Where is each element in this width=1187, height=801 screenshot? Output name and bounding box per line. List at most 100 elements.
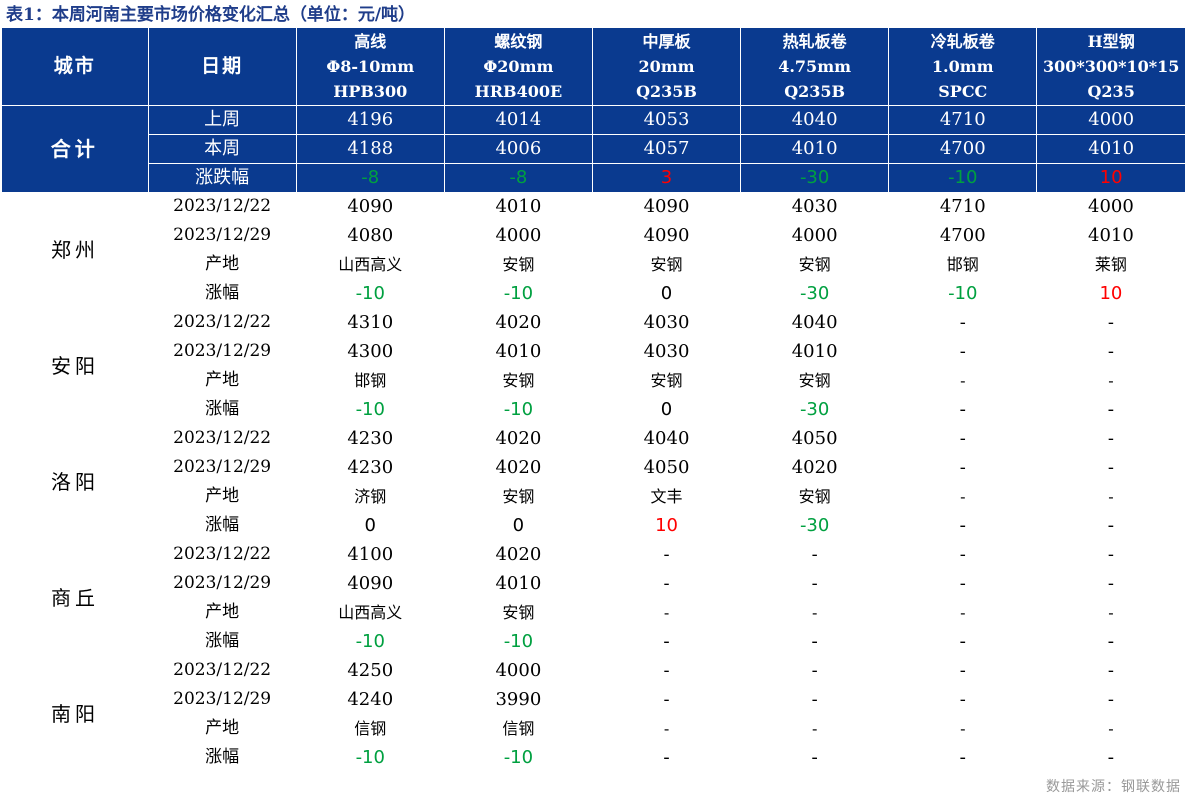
origin-cell: - bbox=[888, 714, 1037, 743]
change-cell: -30 bbox=[740, 395, 889, 424]
summary-price-cell: 4006 bbox=[443, 134, 593, 164]
change-cell: -30 bbox=[740, 279, 889, 308]
price-cell: 4300 bbox=[296, 337, 445, 366]
price-cell: - bbox=[888, 685, 1037, 714]
price-cell: - bbox=[1036, 308, 1185, 337]
data-source-note: 数据来源：钢联数据 bbox=[1046, 779, 1181, 795]
city-row: 商丘 2023/12/22 4100 4020- - - - bbox=[2, 540, 1185, 656]
price-cell: 4000 bbox=[740, 221, 889, 250]
city-row: 南阳 2023/12/22 4250 4000- - - - bbox=[2, 656, 1185, 772]
price-cell: - bbox=[592, 656, 741, 685]
origin-cell: 安钢 bbox=[444, 598, 593, 627]
row-label: 产地 bbox=[148, 598, 297, 627]
origin-cell: 安钢 bbox=[444, 250, 593, 279]
change-cell: - bbox=[888, 395, 1037, 424]
change-cell: -10 bbox=[296, 395, 445, 424]
summary-change-cell: -8 bbox=[443, 163, 593, 192]
change-cell: -10 bbox=[444, 395, 593, 424]
change-cell: - bbox=[888, 627, 1037, 656]
summary-change-cell: -8 bbox=[295, 163, 445, 192]
change-cell: 0 bbox=[592, 395, 741, 424]
city-row: 安阳 2023/12/22 4310 4020 4030 4040- - bbox=[2, 308, 1185, 424]
city-row: 2023/12/29 4090 4010- - - - bbox=[2, 569, 1185, 598]
change-cell: -10 bbox=[296, 279, 445, 308]
row-label: 产地 bbox=[148, 482, 297, 511]
header-product-hot-rolled: 热轧板卷 4.75mm Q235B bbox=[740, 28, 889, 106]
price-cell: 4080 bbox=[296, 221, 445, 250]
price-cell: - bbox=[1036, 337, 1185, 366]
product-spec: 1.0mm bbox=[931, 57, 994, 76]
city-row: 洛阳 2023/12/22 4230 4020 4040 4050- - bbox=[2, 424, 1185, 540]
product-grade: HPB300 bbox=[333, 82, 408, 101]
price-cell: 4030 bbox=[592, 308, 741, 337]
city-name: 郑州 bbox=[2, 192, 149, 308]
price-cell: - bbox=[592, 685, 741, 714]
summary-price-cell: 4188 bbox=[295, 134, 445, 164]
price-cell: 4010 bbox=[444, 569, 593, 598]
origin-cell: 安钢 bbox=[740, 366, 889, 395]
price-cell: - bbox=[888, 337, 1037, 366]
header-product-cold-rolled: 冷轧板卷 1.0mm SPCC bbox=[888, 28, 1037, 106]
price-cell: 4010 bbox=[444, 192, 593, 221]
city-row: 产地 山西高义 安钢 安钢 安钢 邯钢 莱钢 bbox=[2, 250, 1185, 279]
header-product-plate: 中厚板 20mm Q235B bbox=[591, 28, 741, 106]
summary-price-cell: 4010 bbox=[1036, 134, 1185, 164]
product-name: H型钢 bbox=[1087, 32, 1135, 51]
summary-price-cell: 4057 bbox=[591, 134, 741, 164]
city-row: 郑州 2023/12/22 4090 4010 4090 4030 4710 4000 bbox=[2, 192, 1185, 308]
change-cell: - bbox=[888, 743, 1037, 772]
product-name: 螺纹钢 bbox=[494, 32, 543, 51]
price-cell: 4010 bbox=[444, 337, 593, 366]
price-cell: - bbox=[1036, 569, 1185, 598]
price-cell: 4010 bbox=[1036, 221, 1185, 250]
city-row: 涨幅 0 0 10 -30- - bbox=[2, 511, 1185, 540]
origin-cell: - bbox=[888, 366, 1037, 395]
city-row: 涨幅 -10 -10 0 -30- - bbox=[2, 395, 1185, 424]
city-row: 2023/12/29 4080 4000 4090 4000 4700 4010 bbox=[2, 221, 1185, 250]
origin-cell: 山西高义 bbox=[296, 598, 445, 627]
price-cell: - bbox=[1036, 453, 1185, 482]
product-spec: 4.75mm bbox=[778, 57, 852, 76]
summary-price-cell: 4014 bbox=[443, 105, 593, 135]
origin-cell: 莱钢 bbox=[1036, 250, 1185, 279]
price-cell: - bbox=[1036, 540, 1185, 569]
change-cell: - bbox=[592, 743, 741, 772]
origin-cell: - bbox=[888, 598, 1037, 627]
change-cell: -10 bbox=[444, 743, 593, 772]
origin-cell: 信钢 bbox=[296, 714, 445, 743]
row-label: 涨幅 bbox=[148, 743, 297, 772]
price-cell: - bbox=[740, 685, 889, 714]
origin-cell: 安钢 bbox=[592, 250, 741, 279]
product-spec: 20mm bbox=[638, 57, 695, 76]
summary-price-cell: 4000 bbox=[1036, 105, 1185, 135]
origin-cell: - bbox=[1036, 714, 1185, 743]
row-date: 2023/12/29 bbox=[148, 221, 297, 250]
price-cell: 4710 bbox=[888, 192, 1037, 221]
price-cell: 4020 bbox=[444, 453, 593, 482]
price-cell: 4020 bbox=[444, 540, 593, 569]
price-cell: 4000 bbox=[444, 656, 593, 685]
change-cell: -10 bbox=[888, 279, 1037, 308]
origin-cell: - bbox=[1036, 482, 1185, 511]
product-name: 中厚板 bbox=[642, 32, 691, 51]
change-cell: - bbox=[1036, 627, 1185, 656]
price-cell: - bbox=[888, 569, 1037, 598]
row-date: 2023/12/22 bbox=[148, 424, 297, 453]
city-row: 2023/12/29 4300 4010 4030 4010- - bbox=[2, 337, 1185, 366]
price-cell: 4010 bbox=[740, 337, 889, 366]
header-product-rebar: 螺纹钢 Φ20mm HRB400E bbox=[443, 28, 593, 106]
origin-cell: 邯钢 bbox=[888, 250, 1037, 279]
price-table: 城市 日期 高线 Φ8-10mm HPB300 螺纹钢 Φ20mm HRB400… bbox=[2, 28, 1185, 772]
change-cell: 0 bbox=[592, 279, 741, 308]
price-cell: 4020 bbox=[444, 424, 593, 453]
price-cell: 4020 bbox=[740, 453, 889, 482]
summary-price-cell: 4040 bbox=[740, 105, 889, 135]
row-label: 涨幅 bbox=[148, 395, 297, 424]
city-row: 产地 邯钢 安钢 安钢 安钢 - - bbox=[2, 366, 1185, 395]
price-cell: 4230 bbox=[296, 424, 445, 453]
row-label: 涨幅 bbox=[148, 279, 297, 308]
summary-row-label: 涨跌幅 bbox=[147, 163, 297, 192]
summary-row: 涨跌幅 -8 -8 3 -30 -10 10 bbox=[2, 163, 1185, 192]
origin-cell: 山西高义 bbox=[296, 250, 445, 279]
city-row: 产地 信钢 信钢 - - - - bbox=[2, 714, 1185, 743]
